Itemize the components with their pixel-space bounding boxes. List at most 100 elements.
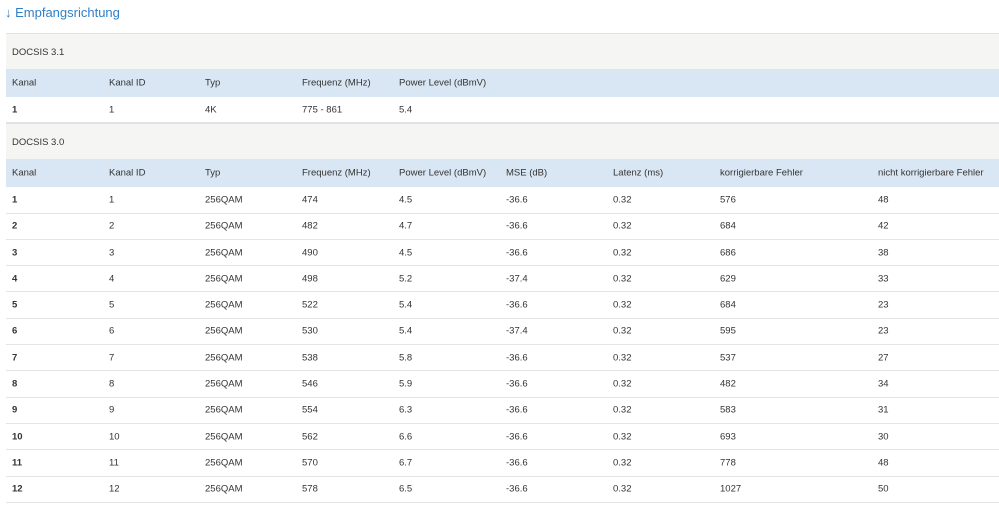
table-cell: 530 bbox=[302, 325, 318, 337]
column-header: MSE (dB) bbox=[506, 167, 548, 179]
table-cell: 256QAM bbox=[205, 220, 243, 232]
table-cell: 522 bbox=[302, 299, 318, 311]
table-cell: 1 bbox=[109, 194, 115, 206]
table-row: 6 6 256QAM 530 5.4 -37.4 0.32 595 23 bbox=[6, 319, 999, 346]
section-label: DOCSIS 3.0 bbox=[12, 137, 65, 149]
table-cell: 9 bbox=[12, 404, 18, 416]
column-header: Power Level (dBmV) bbox=[399, 167, 487, 179]
table-cell: -37.4 bbox=[506, 325, 528, 337]
table-cell: 12 bbox=[109, 483, 120, 495]
table-cell: 256QAM bbox=[205, 404, 243, 416]
table-cell: 778 bbox=[720, 457, 736, 469]
table-cell: 1 bbox=[12, 194, 18, 206]
table-row: 1 1 4K 775 - 861 5.4 bbox=[6, 97, 999, 124]
table-cell: 42 bbox=[878, 220, 889, 232]
table-cell: 5 bbox=[12, 299, 18, 311]
table-cell: 6.7 bbox=[399, 457, 413, 469]
table-cell: -36.6 bbox=[506, 457, 528, 469]
table-cell: 1027 bbox=[720, 483, 742, 495]
table-cell: -36.6 bbox=[506, 352, 528, 364]
table-cell: 6 bbox=[12, 325, 18, 337]
table-cell: 583 bbox=[720, 404, 736, 416]
table-cell: 546 bbox=[302, 378, 318, 390]
table-cell: 595 bbox=[720, 325, 736, 337]
table-cell: 23 bbox=[878, 325, 889, 337]
table-cell: 4.5 bbox=[399, 247, 413, 259]
table-row: 7 7 256QAM 538 5.8 -36.6 0.32 537 27 bbox=[6, 345, 999, 372]
table-cell: 38 bbox=[878, 247, 889, 259]
table-cell: 8 bbox=[12, 378, 18, 390]
table-cell: 0.32 bbox=[613, 299, 632, 311]
table-cell: 6.6 bbox=[399, 431, 413, 443]
table-cell: 31 bbox=[878, 404, 889, 416]
table-cell: 5.4 bbox=[399, 104, 413, 116]
table-cell: 5.8 bbox=[399, 352, 413, 364]
table-row: 3 3 256QAM 490 4.5 -36.6 0.32 686 38 bbox=[6, 240, 999, 267]
table-cell: 4.7 bbox=[399, 220, 413, 232]
table-row: 11 11 256QAM 570 6.7 -36.6 0.32 778 48 bbox=[6, 450, 999, 477]
table-cell: -36.6 bbox=[506, 299, 528, 311]
table-cell: 0.32 bbox=[613, 194, 632, 206]
table-cell: 8 bbox=[109, 378, 115, 390]
table-cell: 33 bbox=[878, 273, 889, 285]
header-row: Kanal Kanal ID Typ Frequenz (MHz) Power Leve… bbox=[6, 69, 999, 97]
table-cell: 4 bbox=[109, 273, 115, 285]
table-cell: 256QAM bbox=[205, 483, 243, 495]
table-cell: 6.3 bbox=[399, 404, 413, 416]
table-cell: 256QAM bbox=[205, 273, 243, 285]
table-cell: 1 bbox=[109, 104, 115, 116]
table-cell: 50 bbox=[878, 483, 889, 495]
section-band: DOCSIS 3.1 bbox=[6, 33, 999, 69]
table-cell: 0.32 bbox=[613, 404, 632, 416]
table-cell: 684 bbox=[720, 299, 736, 311]
table-cell: -36.6 bbox=[506, 431, 528, 443]
column-header: Kanal ID bbox=[109, 77, 146, 89]
table-row: 9 9 256QAM 554 6.3 -36.6 0.32 583 31 bbox=[6, 398, 999, 424]
table-cell: 11 bbox=[109, 457, 119, 469]
table-cell: 6.5 bbox=[399, 483, 413, 495]
table-cell: 0.32 bbox=[613, 352, 632, 364]
table-cell: 482 bbox=[302, 220, 318, 232]
table-cell: 12 bbox=[12, 483, 23, 495]
column-header: Typ bbox=[205, 167, 221, 179]
table-cell: 3 bbox=[12, 247, 18, 259]
table-cell: 0.32 bbox=[613, 431, 632, 443]
table-cell: 7 bbox=[12, 352, 18, 364]
section-band: DOCSIS 3.0 bbox=[6, 123, 999, 160]
table-cell: 775 - 861 bbox=[302, 104, 343, 116]
table-cell: 1 bbox=[12, 104, 18, 116]
table-cell: 256QAM bbox=[205, 431, 243, 443]
table-row: 2 2 256QAM 482 4.7 -36.6 0.32 684 42 bbox=[6, 214, 999, 240]
table-cell: 256QAM bbox=[205, 378, 243, 390]
table-cell: 256QAM bbox=[205, 299, 243, 311]
table-cell: -37.4 bbox=[506, 273, 528, 285]
column-header: Power Level (dBmV) bbox=[399, 77, 487, 89]
header-row: Kanal Kanal ID Typ Frequenz (MHz) Power Leve… bbox=[6, 159, 999, 188]
table-cell: -36.6 bbox=[506, 220, 528, 232]
column-header: Latenz (ms) bbox=[613, 167, 664, 179]
table-cell: 48 bbox=[878, 457, 889, 469]
table-cell: 576 bbox=[720, 194, 736, 206]
table-cell: 7 bbox=[109, 352, 115, 364]
table-cell: 0.32 bbox=[613, 325, 632, 337]
table-cell: 538 bbox=[302, 352, 318, 364]
table-cell: 5.2 bbox=[399, 273, 413, 285]
table-cell: 0.32 bbox=[613, 247, 632, 259]
table-row: 12 12 256QAM 578 6.5 -36.6 0.32 1027 50 bbox=[6, 477, 999, 503]
column-header: Kanal bbox=[12, 77, 37, 89]
table-cell: 4K bbox=[205, 104, 217, 116]
table-cell: 34 bbox=[878, 378, 889, 390]
table-cell: 537 bbox=[720, 352, 736, 364]
table-cell: 490 bbox=[302, 247, 318, 259]
table-row: 10 10 256QAM 562 6.6 -36.6 0.32 693 30 bbox=[6, 424, 999, 451]
table-cell: 0.32 bbox=[613, 457, 632, 469]
table-cell: 3 bbox=[109, 247, 115, 259]
table-cell: 0.32 bbox=[613, 483, 632, 495]
table-cell: 0.32 bbox=[613, 220, 632, 232]
table-cell: 693 bbox=[720, 431, 736, 443]
column-header: Kanal bbox=[12, 167, 37, 179]
table-cell: -36.6 bbox=[506, 247, 528, 259]
section-label: DOCSIS 3.1 bbox=[12, 47, 65, 58]
column-header: Frequenz (MHz) bbox=[302, 167, 371, 179]
table-cell: 0.32 bbox=[613, 273, 632, 285]
